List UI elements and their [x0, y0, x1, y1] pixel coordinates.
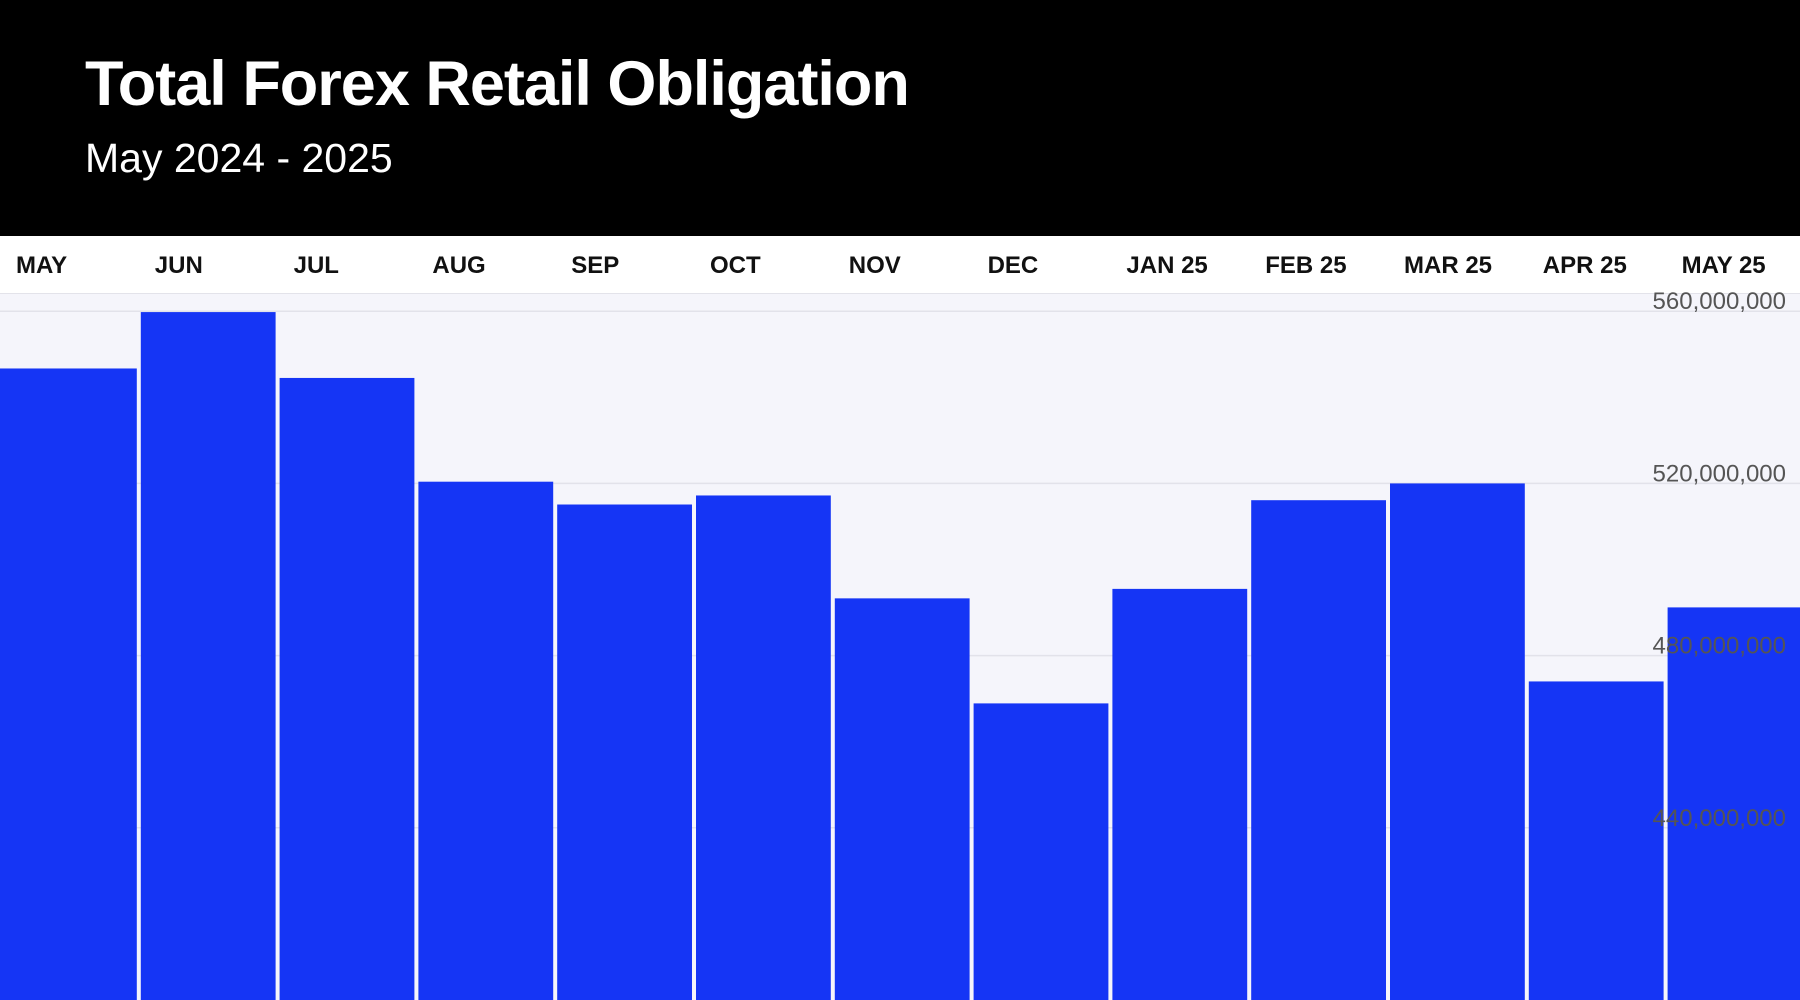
bar [279, 377, 415, 1000]
y-tick-label: 560,000,000 [1653, 288, 1786, 315]
bar [0, 368, 137, 1000]
x-tick-label: JUN [155, 252, 203, 279]
chart-header: Total Forex Retail Obligation May 2024 -… [0, 0, 1800, 236]
bar [1667, 607, 1800, 1000]
x-tick-label: JUL [294, 252, 339, 279]
y-tick-label: 480,000,000 [1653, 633, 1786, 660]
chart-title: Total Forex Retail Obligation [85, 49, 910, 119]
x-tick-label: SEP [571, 252, 619, 279]
x-tick-label: NOV [849, 252, 901, 279]
bar [140, 312, 276, 1000]
x-axis-bar [0, 236, 1800, 294]
bar [973, 703, 1109, 1000]
bar [557, 504, 692, 1000]
x-tick-label: APR 25 [1543, 252, 1627, 279]
x-tick-label: OCT [710, 252, 761, 279]
bar [696, 495, 831, 1000]
bar [834, 598, 970, 1000]
y-tick-label: 440,000,000 [1653, 805, 1786, 832]
bar [418, 481, 554, 1000]
x-tick-label: DEC [988, 252, 1039, 279]
bar [1390, 483, 1525, 1000]
x-tick-label: JAN 25 [1126, 252, 1207, 279]
x-tick-label: FEB 25 [1265, 252, 1346, 279]
x-tick-label: MAY 25 [1682, 252, 1766, 279]
bar [1251, 500, 1386, 1000]
x-tick-label: MAY [16, 252, 67, 279]
bar [1528, 681, 1664, 1000]
x-tick-label: MAR 25 [1404, 252, 1492, 279]
bar [1112, 588, 1248, 1000]
chart-subtitle: May 2024 - 2025 [85, 135, 393, 181]
x-tick-label: AUG [432, 252, 485, 279]
y-tick-label: 520,000,000 [1653, 460, 1786, 487]
